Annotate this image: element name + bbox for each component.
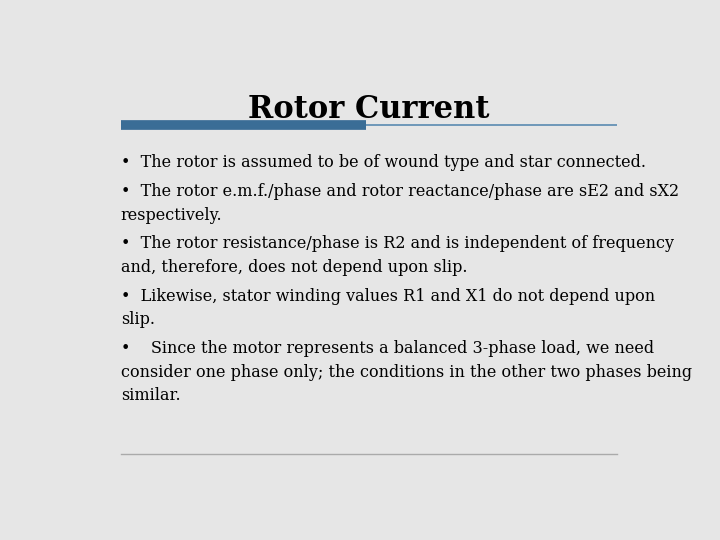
Text: slip.: slip.	[121, 312, 155, 328]
Text: •  The rotor is assumed to be of wound type and star connected.: • The rotor is assumed to be of wound ty…	[121, 154, 646, 171]
Text: similar.: similar.	[121, 388, 180, 404]
Text: respectively.: respectively.	[121, 207, 222, 224]
Text: •    Since the motor represents a balanced 3-phase load, we need: • Since the motor represents a balanced …	[121, 340, 654, 357]
Text: •  Likewise, stator winding values R1 and X1 do not depend upon: • Likewise, stator winding values R1 and…	[121, 288, 654, 305]
Text: Rotor Current: Rotor Current	[248, 94, 490, 125]
Text: consider one phase only; the conditions in the other two phases being: consider one phase only; the conditions …	[121, 364, 692, 381]
Text: •  The rotor e.m.f./phase and rotor reactance/phase are sE2 and sX2: • The rotor e.m.f./phase and rotor react…	[121, 183, 679, 200]
Text: •  The rotor resistance/phase is R2 and is independent of frequency: • The rotor resistance/phase is R2 and i…	[121, 235, 674, 252]
Text: and, therefore, does not depend upon slip.: and, therefore, does not depend upon sli…	[121, 259, 467, 276]
